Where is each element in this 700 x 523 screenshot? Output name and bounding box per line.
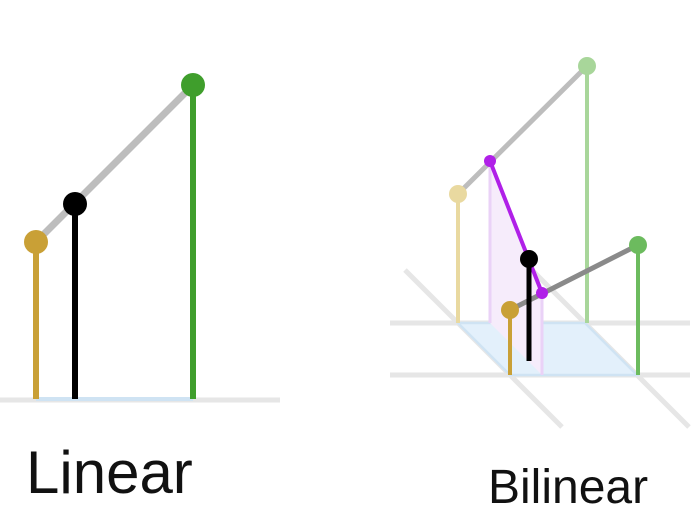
- bilinear-intermediate-line: [488, 159, 544, 295]
- bilinear-caption: Bilinear: [488, 461, 649, 514]
- bilinear-intermediate-bottom-point: [536, 287, 548, 299]
- linear-panel: [0, 73, 280, 403]
- linear-caption: Linear: [26, 439, 193, 506]
- bilinear-back-right-point: [578, 57, 596, 75]
- bilinear-intermediate-top-point: [484, 155, 496, 167]
- bilinear-back-line: [455, 63, 590, 197]
- bilinear-panel: [390, 57, 691, 429]
- bilinear-base-cell: [454, 321, 641, 377]
- linear-interpolation-line: [32, 81, 197, 246]
- linear-left-point: [24, 230, 48, 254]
- bilinear-front-left-point: [501, 301, 519, 319]
- linear-result-point: [63, 192, 87, 216]
- linear-right-point: [181, 73, 205, 97]
- bilinear-result-point: [520, 250, 538, 268]
- bilinear-front-right-point: [629, 236, 647, 254]
- bilinear-back-left-point: [449, 185, 467, 203]
